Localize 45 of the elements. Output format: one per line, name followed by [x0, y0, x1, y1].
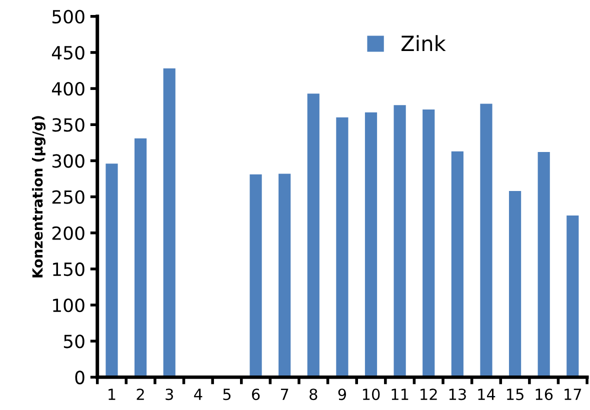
bar [508, 191, 522, 378]
y-tick-label: 450 [52, 46, 84, 60]
y-tick-label: 350 [52, 118, 84, 132]
bar [394, 105, 406, 378]
x-tick-label: 8 [310, 388, 318, 400]
y-tick-label: 150 [53, 262, 84, 276]
bar [538, 152, 550, 378]
y-tick-label: 500 [52, 10, 84, 24]
bar [422, 109, 435, 378]
y-tick-label: 100 [53, 298, 84, 312]
bar [336, 117, 348, 378]
bar [566, 216, 579, 378]
y-tick-label: 300 [52, 154, 84, 168]
bar [480, 104, 492, 378]
x-tick-label: 3 [166, 388, 173, 400]
bar [307, 94, 320, 378]
x-tick-label: 10 [362, 388, 380, 400]
y-tick-label: 400 [52, 82, 84, 96]
bar [451, 151, 464, 378]
x-tick-label: 16 [536, 388, 553, 400]
y-tick-label: 50 [64, 334, 84, 348]
bar [278, 174, 291, 378]
bar [106, 164, 118, 378]
y-tick-label: 200 [52, 226, 84, 240]
bar [134, 138, 147, 378]
x-tick-label: 12 [420, 388, 437, 400]
x-tick-label: 7 [280, 388, 288, 400]
x-tick-label: 5 [223, 388, 230, 400]
x-tick-label: 2 [136, 388, 144, 400]
x-tick-label: 14 [478, 388, 496, 400]
bar [364, 112, 378, 378]
bar [163, 68, 176, 378]
y-tick-label: 250 [52, 190, 84, 204]
x-tick-label: 13 [449, 388, 466, 400]
x-tick-label: 17 [564, 388, 582, 400]
x-tick-label: 11 [392, 388, 408, 400]
x-tick-label: 6 [252, 388, 260, 400]
x-tick-label: 9 [338, 388, 346, 400]
legend-label: Zink [401, 35, 446, 51]
y-tick-label: 0 [75, 370, 84, 384]
bar [250, 174, 262, 378]
y-axis-title: Konzentration (µg/g) [32, 116, 46, 278]
x-tick-label: 15 [506, 388, 524, 400]
x-tick-label: 4 [194, 388, 202, 400]
x-tick-label: 1 [108, 388, 116, 400]
